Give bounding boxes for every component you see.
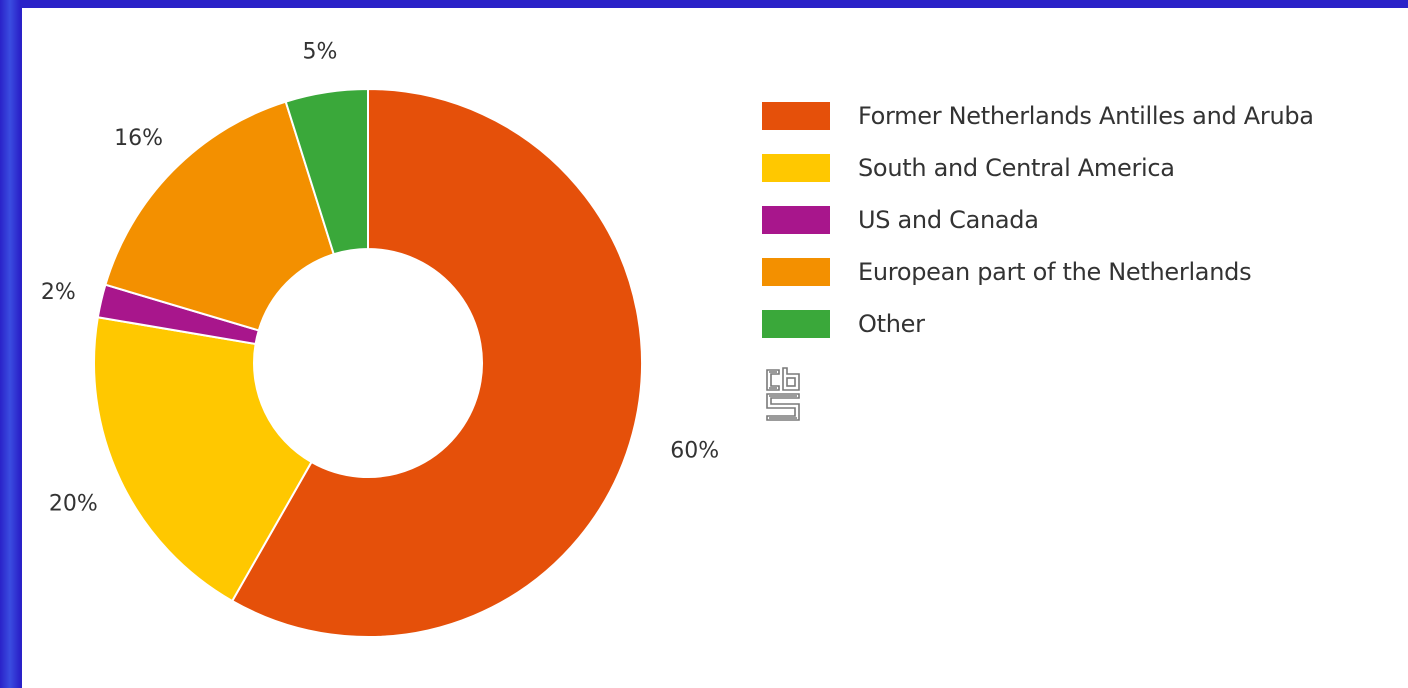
- donut-chart: 60% 20% 2% 16% 5%: [41, 40, 719, 638]
- legend: Former Netherlands Antilles and Aruba So…: [762, 90, 1402, 350]
- slice-label-european-part-of-the-netherlands: 16%: [114, 126, 163, 151]
- legend-swatch: [762, 154, 830, 182]
- slice-former-netherlands-antilles-and-aruba: [230, 87, 643, 638]
- legend-swatch: [762, 102, 830, 130]
- slice-label-us-and-canada: 2%: [41, 280, 76, 305]
- legend-label: US and Canada: [858, 206, 1039, 234]
- slice-south-and-central-america: [93, 316, 313, 603]
- legend-label: South and Central America: [858, 154, 1175, 182]
- legend-label: European part of the Netherlands: [858, 258, 1252, 286]
- legend-item-other: Other: [762, 298, 1402, 350]
- legend-swatch: [762, 206, 830, 234]
- legend-item-former-netherlands-antilles-and-aruba: Former Netherlands Antilles and Aruba: [762, 90, 1402, 142]
- slice-other: [284, 87, 369, 256]
- slice-label-former-netherlands-antilles-and-aruba: 60%: [670, 439, 719, 464]
- legend-item-south-and-central-america: South and Central America: [762, 142, 1402, 194]
- slice-label-south-and-central-america: 20%: [49, 492, 98, 517]
- legend-item-european-part-of-the-netherlands: European part of the Netherlands: [762, 246, 1402, 298]
- slice-european-part-of-the-netherlands: [104, 100, 336, 332]
- legend-label: Former Netherlands Antilles and Aruba: [858, 102, 1314, 130]
- legend-swatch: [762, 258, 830, 286]
- chart-panel: 60% 20% 2% 16% 5% Former Netherlands Antille…: [22, 8, 1408, 688]
- legend-swatch: [762, 310, 830, 338]
- cbs-logo-icon: [766, 367, 800, 421]
- legend-label: Other: [858, 310, 925, 338]
- slice-label-other: 5%: [303, 40, 338, 65]
- legend-item-us-and-canada: US and Canada: [762, 194, 1402, 246]
